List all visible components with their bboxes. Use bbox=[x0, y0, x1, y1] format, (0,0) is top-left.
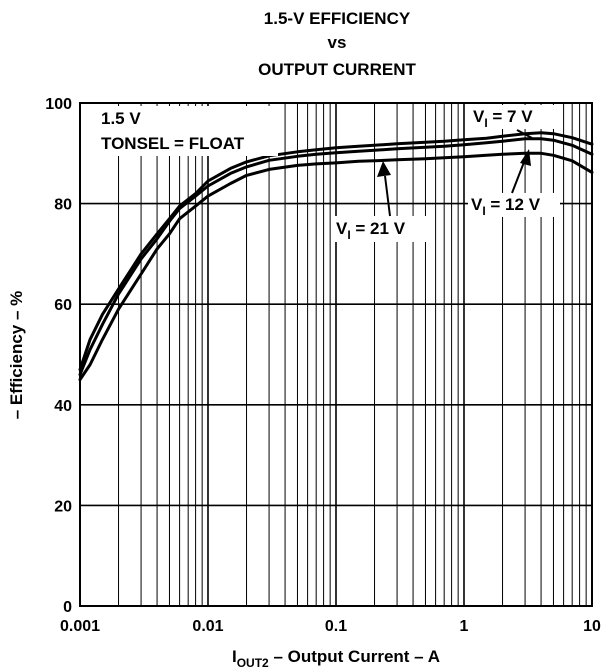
x-tick-label: 0.1 bbox=[325, 618, 347, 635]
x-tick-label: 10 bbox=[583, 618, 601, 635]
y-tick-labels: 0 20 40 60 80 100 bbox=[45, 96, 72, 616]
series-label-vi-21v: VI = 21 V bbox=[336, 219, 406, 242]
chart-title-line-2: vs bbox=[328, 33, 347, 52]
x-tick-labels: 0.001 0.01 0.1 1 10 bbox=[60, 618, 601, 635]
chart-title-line-1: 1.5-V EFFICIENCY bbox=[264, 9, 411, 28]
series-lines bbox=[78, 131, 594, 382]
condition-tonsel: TONSEL = FLOAT bbox=[101, 134, 245, 153]
x-tick-label: 0.01 bbox=[192, 618, 223, 635]
series-line-1 bbox=[78, 131, 594, 372]
x-axis-label: IOUT2 – Output Current – A bbox=[232, 647, 440, 670]
y-axis-label: – Efficiency – % bbox=[7, 291, 26, 420]
label-vi-21-background bbox=[333, 216, 429, 242]
arrowhead-vi-12v bbox=[520, 149, 531, 166]
y-tick-label: 60 bbox=[54, 297, 72, 314]
y-tick-label: 0 bbox=[63, 599, 72, 616]
x-tick-label: 0.001 bbox=[60, 618, 100, 635]
label-vi-7-background bbox=[470, 105, 562, 129]
y-tick-label: 20 bbox=[54, 498, 72, 515]
series-line-2 bbox=[78, 137, 594, 377]
condition-voltage: 1.5 V bbox=[101, 109, 141, 128]
grid-lines bbox=[79, 102, 593, 607]
x-tick-label: 1 bbox=[460, 618, 469, 635]
series-line-3 bbox=[78, 151, 594, 382]
chart-title-line-3: OUTPUT CURRENT bbox=[258, 60, 416, 79]
arrow-vi-21v bbox=[384, 175, 391, 217]
series-label-vi-12v: VI = 12 V bbox=[471, 195, 541, 218]
arrow-vi-7v bbox=[516, 129, 533, 139]
plot-frame bbox=[79, 102, 593, 607]
arrowhead-vi-21v bbox=[377, 161, 391, 177]
y-tick-label: 40 bbox=[54, 398, 72, 415]
series-label-vi-7v: VI = 7 V bbox=[473, 107, 533, 130]
label-vi-12-background bbox=[468, 193, 560, 217]
conditions-background bbox=[98, 106, 278, 156]
y-tick-label: 80 bbox=[54, 197, 72, 214]
y-tick-label: 100 bbox=[45, 96, 72, 113]
